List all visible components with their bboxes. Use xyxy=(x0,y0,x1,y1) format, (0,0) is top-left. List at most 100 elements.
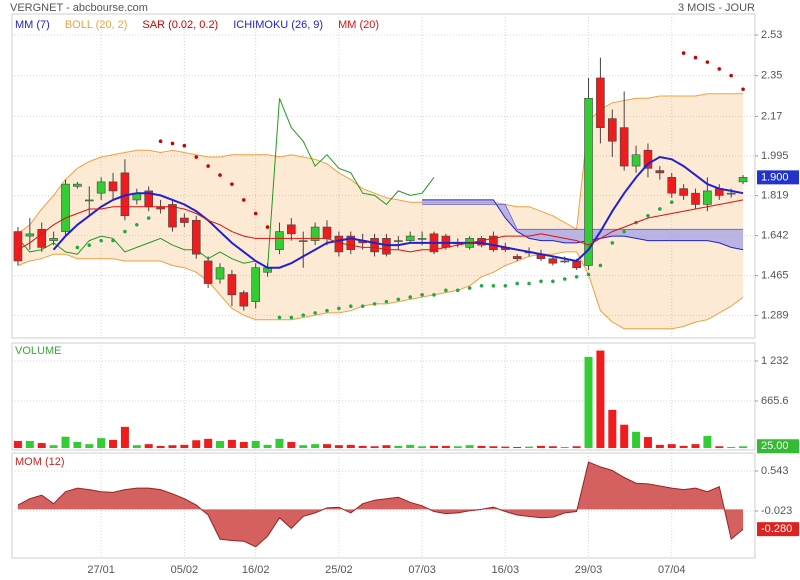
y-tick-label: 1.819 xyxy=(761,190,789,202)
y-tick-label: 1.465 xyxy=(761,270,789,282)
sar-dot xyxy=(75,245,80,250)
x-tick-label: 05/02 xyxy=(171,564,199,576)
sar-dot xyxy=(515,281,520,286)
sar-dot xyxy=(503,284,508,288)
volume-bar xyxy=(691,444,700,449)
volume-bar xyxy=(156,445,165,449)
sar-dot xyxy=(218,173,222,177)
volume-bar xyxy=(49,445,58,449)
mom-title: MOM (12) xyxy=(15,456,65,468)
x-tick-label: 07/04 xyxy=(658,564,686,576)
candle-body xyxy=(322,226,332,239)
candle-body xyxy=(346,235,356,250)
sar-dot xyxy=(241,198,246,202)
sar-dot xyxy=(455,288,460,293)
sar-dot xyxy=(337,306,341,311)
sar-dot xyxy=(313,311,317,315)
volume-bar xyxy=(465,445,474,449)
candle-body xyxy=(275,231,284,250)
last-value-label: 25.00 xyxy=(761,440,789,452)
candle-body xyxy=(25,233,35,237)
sar-dot xyxy=(693,55,698,60)
candle-body xyxy=(691,192,700,205)
sar-dot xyxy=(658,207,662,211)
sar-dot xyxy=(574,274,579,279)
sar-dot xyxy=(87,243,92,247)
volume-bar xyxy=(323,444,332,449)
candle-body xyxy=(619,127,629,167)
last-value-marker xyxy=(757,439,799,454)
sar-dot xyxy=(146,216,151,220)
volume-bar xyxy=(85,444,94,449)
candle-body xyxy=(287,224,296,235)
sar-dot xyxy=(206,164,210,168)
last-value-label: -0.280 xyxy=(761,523,792,535)
candle-body xyxy=(73,183,82,187)
boll-upper xyxy=(17,93,744,235)
candle-body xyxy=(168,204,177,228)
volume-bar xyxy=(560,446,569,449)
volume-panel xyxy=(11,342,756,451)
volume-bar xyxy=(109,439,118,449)
sar-dot xyxy=(420,293,424,297)
x-tick-label: 27/01 xyxy=(87,564,115,576)
volume-bar xyxy=(572,446,581,449)
volume-bar xyxy=(180,444,189,449)
volume-bar xyxy=(703,436,712,449)
volume-bar xyxy=(13,440,22,449)
sar-dot xyxy=(598,263,603,268)
x-tick-label: 07/03 xyxy=(408,564,436,576)
sar-dot xyxy=(253,211,258,216)
x-tick-label: 16/03 xyxy=(492,564,520,576)
mom-area xyxy=(17,462,744,547)
volume-bar xyxy=(429,445,438,449)
sar-dot xyxy=(372,302,377,306)
volume-bar xyxy=(334,445,343,449)
sar-dot xyxy=(586,272,591,277)
sar-dot xyxy=(194,155,199,159)
header-period: 3 MOIS - JOUR xyxy=(678,2,755,14)
candle-body xyxy=(334,235,344,253)
volume-bar xyxy=(168,445,177,449)
sar-dot xyxy=(444,288,448,293)
sar-dot xyxy=(705,60,710,64)
sar-dot xyxy=(479,284,484,288)
sar-dot xyxy=(729,73,733,78)
volume-bar xyxy=(536,445,545,449)
candle-body xyxy=(417,238,427,240)
volume-bar xyxy=(73,442,82,449)
volume-bar xyxy=(655,444,664,449)
volume-bar xyxy=(192,440,201,449)
volume-bar xyxy=(418,446,427,449)
volume-bar xyxy=(620,424,629,449)
volume-bar xyxy=(667,444,676,449)
x-tick-label: 29/03 xyxy=(575,564,603,576)
sar-dot xyxy=(669,200,674,205)
volume-bar xyxy=(37,443,46,449)
moving-average xyxy=(52,155,744,269)
y-tick-label: -0.023 xyxy=(761,505,792,517)
ichimoku-span-a xyxy=(422,199,744,251)
legend-entry: SAR (0.02, 0.2) xyxy=(142,19,218,31)
volume-bar xyxy=(61,436,70,449)
candle-body xyxy=(310,226,320,241)
volume-bar xyxy=(394,445,403,449)
volume-bar xyxy=(287,442,296,449)
candle-body xyxy=(203,260,213,284)
candle-body xyxy=(49,238,58,241)
volume-bar xyxy=(441,445,450,449)
last-value-marker xyxy=(757,170,799,185)
sar-dot xyxy=(467,286,472,290)
sar-dot xyxy=(610,241,615,245)
sar-dot xyxy=(681,51,686,55)
y-tick-label: 1.289 xyxy=(761,309,789,321)
sar-dot xyxy=(396,297,401,302)
y-tick-label: 2.17 xyxy=(761,110,782,122)
mom-panel xyxy=(11,452,756,559)
volume-bar xyxy=(501,446,510,449)
candle-body xyxy=(584,97,593,266)
volume-bar xyxy=(299,445,308,449)
y-tick-label: 1 232 xyxy=(761,355,789,367)
volume-bar xyxy=(679,445,688,449)
